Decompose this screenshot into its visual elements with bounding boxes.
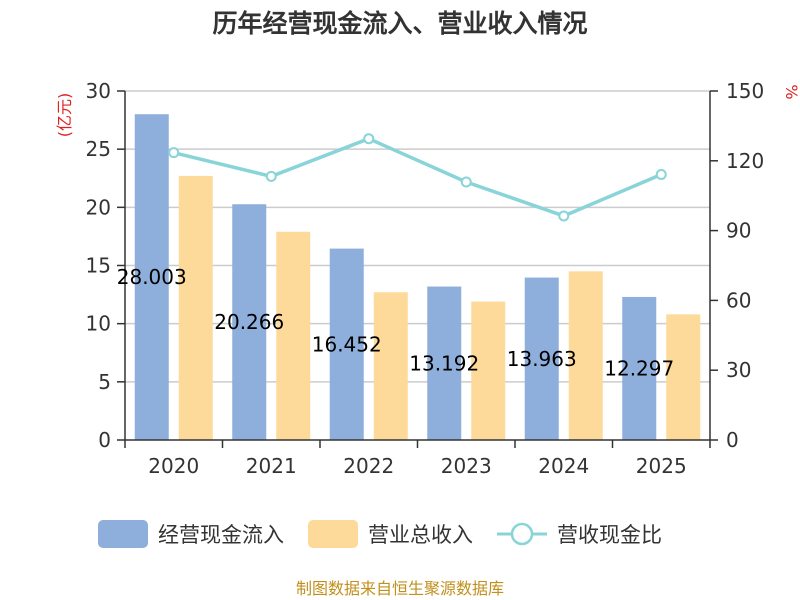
cash-inflow-bar bbox=[622, 296, 657, 440]
x-axis-tick-label: 2022 bbox=[343, 454, 394, 478]
ratio-line-point bbox=[363, 133, 375, 145]
x-axis-tick-label: 2025 bbox=[636, 454, 687, 478]
left-axis-tick-label: 20 bbox=[86, 195, 111, 219]
source-note: 制图数据来自恒生聚源数据库 bbox=[296, 579, 504, 598]
chart-title: 历年经营现金流入、营业收入情况 bbox=[212, 9, 587, 38]
ratio-line-point bbox=[265, 170, 277, 182]
revenue-bar bbox=[568, 271, 603, 440]
bar-value-label: 13.192 bbox=[409, 351, 479, 375]
bar-value-label: 12.297 bbox=[604, 356, 674, 380]
x-axis-tick-label: 2020 bbox=[148, 454, 199, 478]
bar-value-label: 13.963 bbox=[507, 347, 577, 371]
gridlines bbox=[125, 90, 710, 383]
x-axis-tick-label: 2024 bbox=[538, 454, 589, 478]
ratio-line-point bbox=[460, 176, 472, 188]
right-axis-tick-label: 90 bbox=[726, 219, 751, 243]
legend-marker bbox=[510, 522, 534, 546]
cash-inflow-bar bbox=[427, 286, 462, 440]
ratio-line bbox=[168, 133, 667, 222]
revenue-bar bbox=[178, 175, 213, 440]
left-axis-tick-label: 0 bbox=[98, 428, 111, 452]
x-axis-tick-label: 2023 bbox=[441, 454, 492, 478]
left-axis-tick-label: 10 bbox=[86, 312, 111, 336]
cash-inflow-bar bbox=[134, 114, 169, 441]
left-axis-tick-label: 15 bbox=[86, 254, 111, 278]
legend-swatch bbox=[308, 520, 358, 548]
legend-label: 营业总收入 bbox=[368, 523, 473, 547]
right-axis-unit: % bbox=[782, 84, 800, 99]
ratio-line-point bbox=[168, 147, 180, 159]
right-axis-tick-label: 0 bbox=[726, 428, 739, 452]
legend: 经营现金流入 营业总收入 营收现金比 bbox=[98, 520, 662, 548]
cash-inflow-bar bbox=[232, 204, 267, 440]
legend-label: 经营现金流入 bbox=[158, 523, 284, 547]
left-axis-tick-label: 30 bbox=[86, 79, 111, 103]
right-axis-tick-label: 150 bbox=[726, 79, 764, 103]
left-axis-tick-label: 25 bbox=[86, 137, 111, 161]
bar-value-label: 20.266 bbox=[214, 310, 284, 334]
right-axis-tick-label: 120 bbox=[726, 149, 764, 173]
ratio-line-point bbox=[655, 169, 667, 181]
left-axis-tick-label: 5 bbox=[98, 370, 111, 394]
revenue-bar bbox=[666, 314, 701, 440]
bar-value-labels: 28.003 20.266 16.452 13.192 13.963 12.297 bbox=[117, 265, 674, 380]
bar-value-label: 28.003 bbox=[117, 265, 187, 289]
bars bbox=[134, 114, 701, 441]
legend-label: 营收现金比 bbox=[557, 523, 662, 547]
legend-swatch bbox=[98, 520, 148, 548]
revenue-bar bbox=[471, 301, 506, 440]
ratio-line-point bbox=[558, 210, 570, 222]
x-axis-tick-label: 2021 bbox=[246, 454, 297, 478]
left-axis-unit: (亿元) bbox=[55, 93, 74, 138]
bar-value-label: 16.452 bbox=[312, 332, 382, 356]
right-axis-tick-label: 60 bbox=[726, 288, 751, 312]
cash-inflow-bar bbox=[329, 248, 364, 440]
revenue-bar bbox=[276, 231, 311, 440]
revenue-bar bbox=[373, 292, 408, 440]
ratio-line-path bbox=[173, 136, 662, 218]
right-axis-tick-label: 30 bbox=[726, 358, 751, 382]
cash-inflow-bar bbox=[524, 277, 559, 440]
